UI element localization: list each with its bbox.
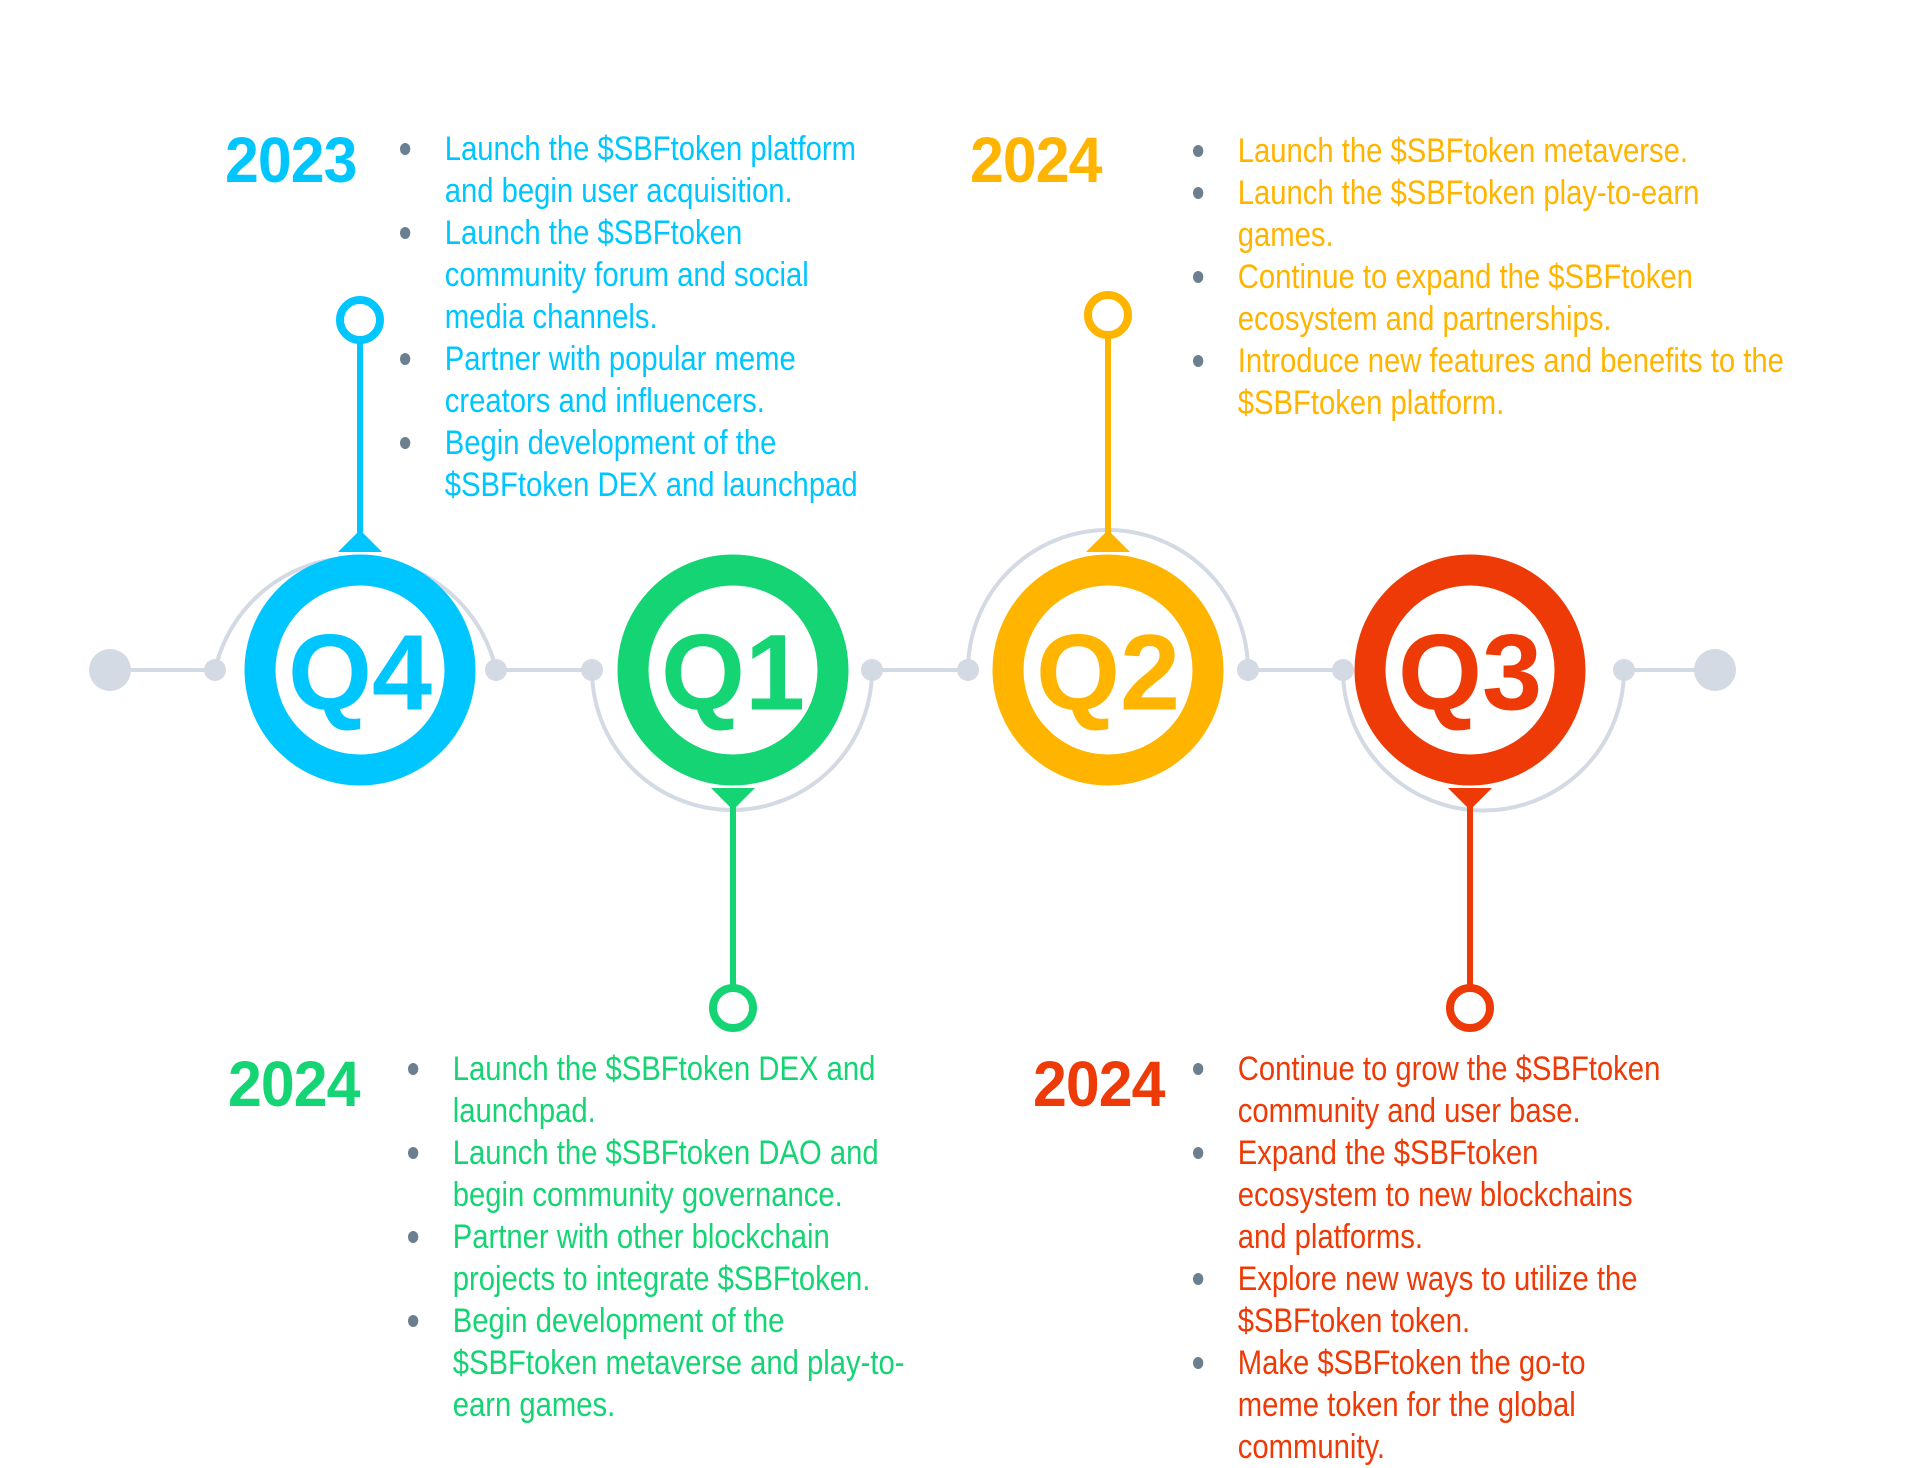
q2-milestone-list: Launch the $SBFtoken metaverse. Launch t… [1193,130,1786,424]
list-item: Explore new ways to utilize the $SBFtoke… [1193,1258,1675,1342]
q1-milestone-list: Launch the $SBFtoken DEX and launchpad. … [408,1048,907,1426]
q2-label: Q2 [1036,612,1180,733]
q1-label: Q1 [661,612,805,733]
q4-year: 2023 [225,124,357,196]
q4-label: Q4 [288,612,432,733]
q4-stem-ring [336,296,384,344]
list-item: Partner with popular meme creators and i… [400,338,882,422]
q4-arc-end-dot-left [204,659,226,681]
q3-badge-ring [1354,554,1586,786]
q1-arc-end-dot-right [861,659,883,681]
q3-arc-end-dot-left [1332,659,1354,681]
q4-arc-end-dot-right [485,659,507,681]
q3-arc [1341,669,1626,813]
list-item: Make $SBFtoken the go-to meme token for … [1193,1342,1675,1468]
q4-pin-tip [338,530,382,552]
q1-year: 2024 [228,1048,360,1120]
q4-milestone-list: Launch the $SBFtoken platform and begin … [400,128,882,506]
stage-q3: Q3 [1332,554,1635,1032]
q2-pin-tip [1086,530,1130,552]
list-item: Continue to expand the $SBFtoken ecosyst… [1193,256,1786,340]
list-item: Introduce new features and benefits to t… [1193,340,1786,424]
list-item: Begin development of the $SBFtoken metav… [408,1300,907,1426]
q3-milestone-list: Continue to grow the $SBFtoken community… [1193,1048,1675,1468]
q4-badge-ring [244,554,476,786]
q1-arc-end-dot-left [581,659,603,681]
q3-label: Q3 [1398,612,1542,733]
q2-year: 2024 [970,124,1102,196]
q1-badge-ring [617,554,849,786]
track-end-dot-left [89,649,131,691]
list-item: Begin development of the $SBFtoken DEX a… [400,422,882,506]
list-item: Launch the $SBFtoken DAO and begin commu… [408,1132,907,1216]
q2-arc-end-dot-right [1237,659,1259,681]
list-item: Expand the $SBFtoken ecosystem to new bl… [1193,1132,1675,1258]
list-item: Launch the $SBFtoken DEX and launchpad. [408,1048,907,1132]
q2-stem-ring [1084,291,1132,339]
list-item: Launch the $SBFtoken platform and begin … [400,128,882,212]
q1-stem-ring [709,984,757,1032]
q1-pin-tip [711,788,755,810]
list-item: Launch the $SBFtoken play-to-earn games. [1193,172,1786,256]
track-end-dot-right [1694,649,1736,691]
q2-arc-end-dot-left [957,659,979,681]
q3-arc-end-dot-right [1613,659,1635,681]
q3-pin-tip [1448,788,1492,810]
q3-stem-ring [1446,984,1494,1032]
list-item: Launch the $SBFtoken metaverse. [1193,130,1786,172]
stage-q2: Q2 [957,291,1259,786]
list-item: Partner with other blockchain projects t… [408,1216,907,1300]
list-item: Launch the $SBFtoken community forum and… [400,212,882,338]
timeline-end-dots [89,649,1736,691]
stage-q1: Q1 [581,554,883,1032]
list-item: Continue to grow the $SBFtoken community… [1193,1048,1675,1132]
q3-year: 2024 [1033,1048,1165,1120]
q2-badge-ring [992,554,1224,786]
stage-q4: Q4 [204,296,507,786]
